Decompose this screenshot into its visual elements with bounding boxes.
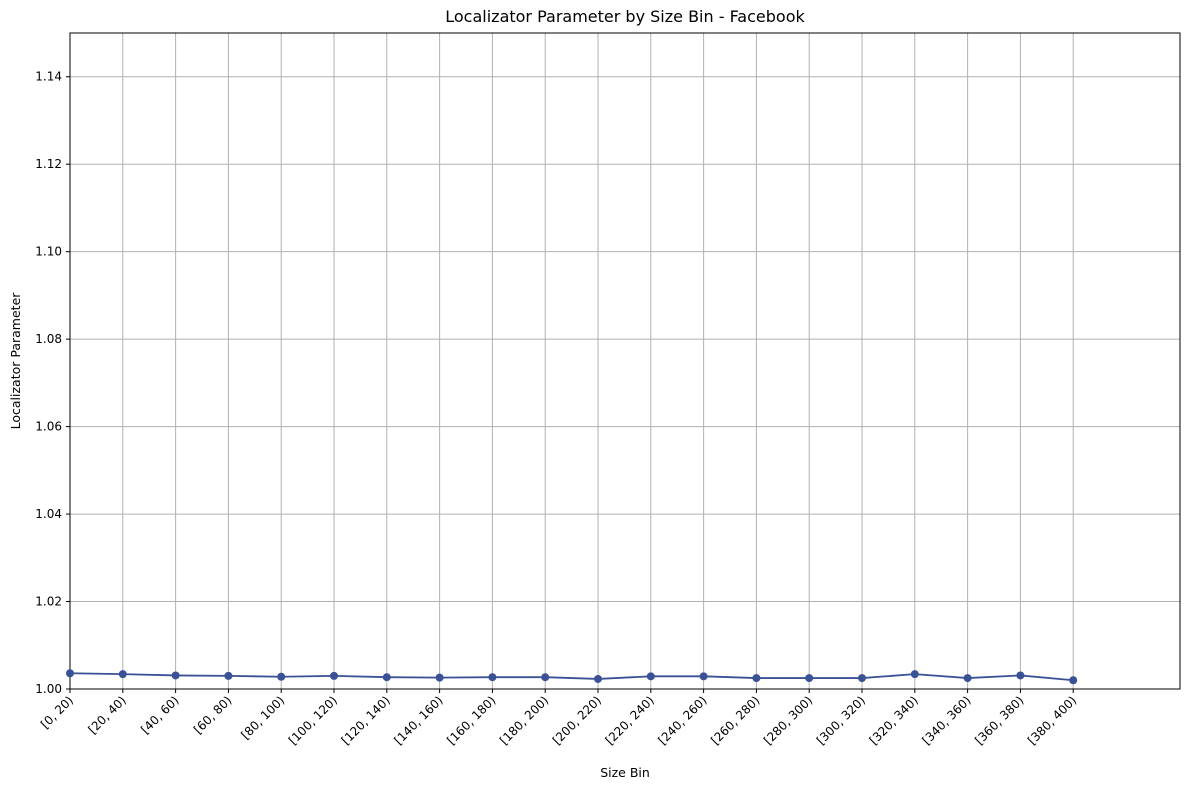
data-point — [594, 674, 602, 683]
y-tick-label: 1.04 — [35, 507, 62, 521]
y-tick-label: 1.10 — [35, 245, 62, 259]
series-line — [69, 672, 1074, 682]
x-tick-label: [320, 340) — [867, 693, 921, 747]
x-tick-label: [100, 120) — [286, 693, 340, 747]
y-axis: 1.00 1.02 1.04 1.06 1.08 1.10 1.12 1.14 — [35, 70, 70, 696]
x-tick-label: [60, 80) — [191, 693, 235, 737]
x-tick-label: [40, 60) — [138, 693, 182, 737]
x-tick-label: [300, 320) — [814, 693, 868, 747]
data-point — [224, 671, 233, 680]
data-point — [1069, 676, 1078, 685]
data-point — [858, 674, 866, 683]
y-tick-label: 1.12 — [35, 157, 62, 171]
data-point — [805, 674, 814, 683]
data-point — [488, 673, 497, 682]
x-tick-label: [340, 360) — [919, 693, 973, 747]
data-point — [699, 672, 708, 681]
y-tick-label: 1.14 — [35, 70, 62, 84]
x-axis: [0, 20) [20, 40) [40, 60) [60, 80) [80, 100)… — [38, 689, 1079, 748]
x-tick-label: [140, 160) — [391, 693, 445, 747]
x-tick-label: [240, 260) — [655, 693, 709, 747]
y-axis-label: Localizator Parameter — [8, 292, 23, 430]
data-point — [277, 672, 286, 681]
data-point — [171, 671, 180, 680]
x-tick-label: [180, 200) — [497, 693, 551, 747]
data-point — [646, 672, 655, 681]
x-tick-label: [260, 280) — [708, 693, 762, 747]
x-tick-label: [20, 40) — [85, 693, 129, 737]
chart-title: Localizator Parameter by Size Bin - Face… — [445, 7, 805, 26]
y-tick-label: 1.00 — [35, 682, 62, 696]
y-tick-label: 1.06 — [35, 420, 62, 434]
data-point — [752, 674, 761, 683]
data-point — [910, 670, 919, 679]
data-point — [330, 671, 338, 680]
grid — [69, 33, 1180, 690]
plot-frame — [69, 32, 1181, 690]
data-point — [118, 670, 127, 679]
x-tick-label: [220, 240) — [603, 693, 657, 747]
series — [66, 669, 1078, 685]
x-tick-label: [120, 140) — [339, 693, 393, 747]
data-point — [435, 673, 444, 682]
data-point — [382, 673, 391, 682]
x-tick-label: [200, 220) — [550, 693, 604, 747]
data-point — [1016, 671, 1025, 680]
data-point — [963, 674, 972, 683]
x-axis-label: Size Bin — [600, 765, 650, 780]
x-tick-label: [360, 380) — [972, 693, 1026, 747]
data-point — [541, 673, 550, 682]
x-tick-label: [80, 100) — [238, 693, 287, 742]
x-tick-label: [0, 20) — [38, 693, 76, 731]
x-tick-label: [160, 180) — [444, 693, 498, 747]
y-tick-label: 1.08 — [35, 332, 62, 346]
x-tick-label: [380, 400) — [1025, 693, 1079, 747]
y-tick-label: 1.02 — [35, 595, 62, 609]
x-tick-label: [280, 300) — [761, 693, 815, 747]
data-point — [66, 669, 74, 678]
